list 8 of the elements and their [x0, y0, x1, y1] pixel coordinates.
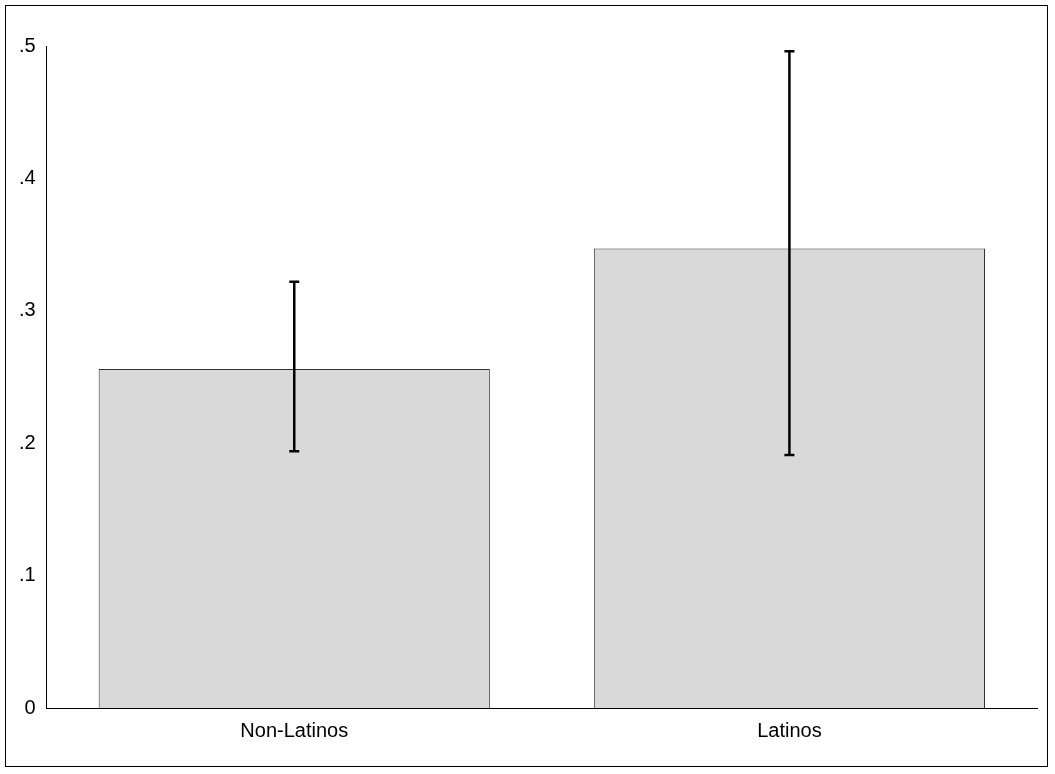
- x-tick-label: Latinos: [757, 718, 822, 741]
- y-tick-label: .2: [18, 430, 36, 453]
- y-tick-label: .3: [18, 298, 36, 321]
- y-tick-label: .5: [18, 33, 36, 56]
- x-tick-label: Non-Latinos: [240, 718, 349, 741]
- y-tick-label: .4: [18, 165, 36, 188]
- y-tick-label: 0: [24, 695, 36, 718]
- y-tick-label: .1: [18, 563, 36, 586]
